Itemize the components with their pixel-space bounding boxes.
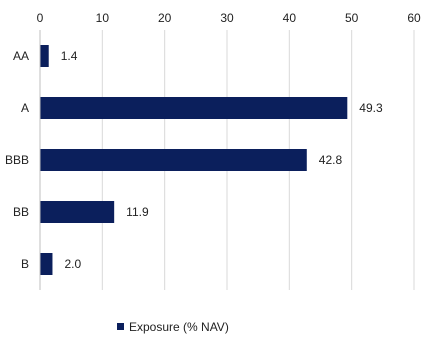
bar xyxy=(40,45,49,67)
data-label: 42.8 xyxy=(319,153,343,167)
x-axis-ticks: 0 10 20 30 40 50 60 xyxy=(37,11,421,25)
category-label: BBB xyxy=(5,153,29,167)
category-label: A xyxy=(21,101,29,115)
data-label: 1.4 xyxy=(61,49,78,63)
data-label: 11.9 xyxy=(126,205,149,219)
x-tick-label: 10 xyxy=(96,11,110,25)
bar xyxy=(40,149,307,171)
category-label: BB xyxy=(13,205,29,219)
x-tick-label: 50 xyxy=(345,11,359,25)
data-label: 49.3 xyxy=(359,101,383,115)
legend: Exposure (% NAV) xyxy=(117,320,229,334)
category-label: AA xyxy=(13,49,29,63)
x-tick-label: 30 xyxy=(220,11,234,25)
x-tick-label: 60 xyxy=(407,11,421,25)
bar xyxy=(40,97,348,119)
legend-swatch xyxy=(117,323,124,330)
bar xyxy=(40,201,115,223)
x-tick-label: 40 xyxy=(283,11,297,25)
x-tick-label: 0 xyxy=(37,11,44,25)
legend-label: Exposure (% NAV) xyxy=(129,320,229,334)
data-labels: 1.4 49.3 42.8 11.9 2.0 xyxy=(61,49,383,271)
bar xyxy=(40,253,53,275)
data-label: 2.0 xyxy=(64,257,81,271)
bars xyxy=(40,45,348,275)
x-tick-label: 20 xyxy=(158,11,172,25)
category-label: B xyxy=(21,257,29,271)
